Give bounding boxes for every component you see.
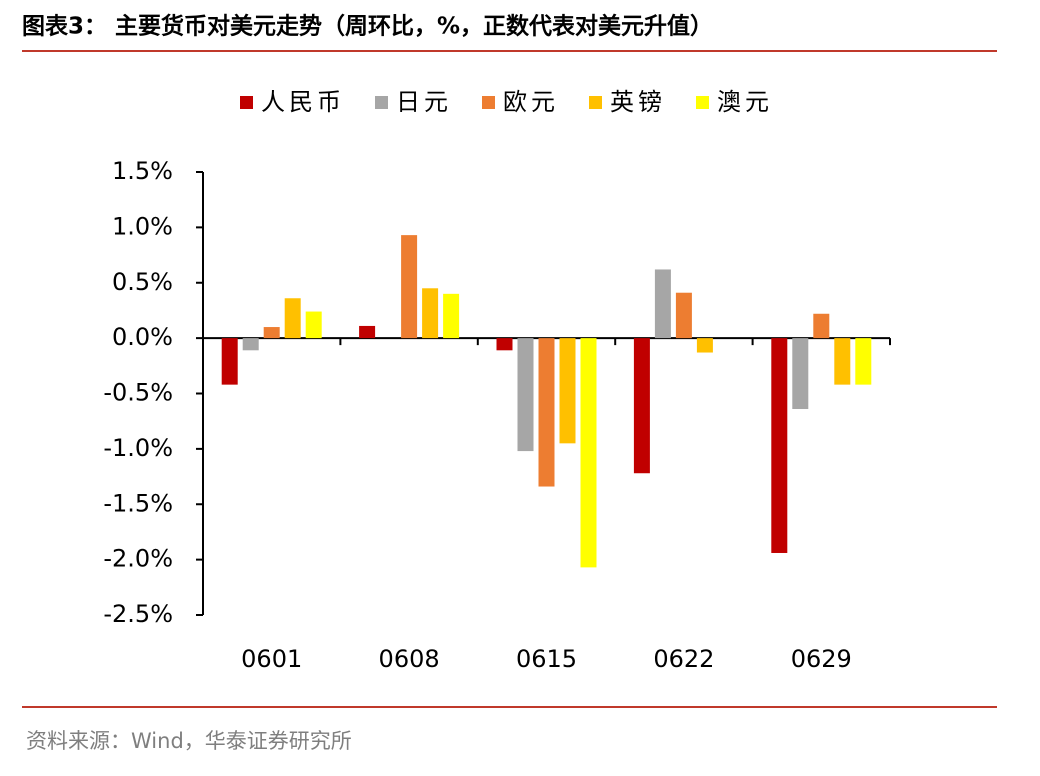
y-tick-label: 1.0% (112, 212, 173, 240)
y-tick-label: -0.5% (103, 379, 173, 407)
y-tick-label: -1.5% (103, 489, 173, 517)
legend-label: 欧元 (503, 88, 559, 116)
x-tick-label: 0629 (791, 645, 852, 673)
legend-swatch (375, 96, 388, 109)
bar (517, 338, 534, 452)
legend: 人民币 日元 欧元 英镑 澳元 (240, 88, 773, 116)
bar (221, 338, 238, 385)
bar (496, 338, 513, 351)
x-tick-label: 0608 (379, 645, 440, 673)
legend-swatch (482, 96, 495, 109)
y-tick-label: 0.0% (112, 323, 173, 351)
legend-label: 英镑 (610, 88, 666, 116)
bar (422, 288, 439, 339)
legend-swatch (696, 96, 709, 109)
y-tick-label: 1.5% (112, 157, 173, 185)
bar (633, 338, 650, 474)
legend-label: 人民币 (261, 88, 345, 116)
x-tick-label: 0622 (653, 645, 714, 673)
y-tick-label: -2.5% (103, 600, 173, 628)
legend-swatch (240, 96, 253, 109)
y-tick-label: -2.0% (103, 545, 173, 573)
bar (263, 327, 280, 339)
bar (696, 338, 713, 353)
chart-title: 图表3： 主要货币对美元走势（周环比，%，正数代表对美元升值） (22, 13, 713, 40)
bar (359, 325, 376, 339)
y-tick-label: 0.5% (112, 268, 173, 296)
bar (834, 338, 851, 385)
bar (771, 338, 788, 553)
bar (813, 313, 830, 339)
x-tick-label: 0615 (516, 645, 577, 673)
bar (675, 292, 692, 339)
x-tick-label: 0601 (241, 645, 302, 673)
bar (792, 338, 809, 410)
legend-label: 澳元 (717, 88, 773, 116)
bar (559, 338, 576, 444)
bar (284, 298, 301, 339)
bar (242, 338, 259, 351)
bar (443, 293, 460, 339)
bar (855, 338, 872, 385)
bar (305, 311, 322, 339)
legend-label: 日元 (396, 88, 452, 116)
bar (654, 269, 671, 339)
legend-swatch (589, 96, 602, 109)
y-tick-label: -1.0% (103, 434, 173, 462)
bar (401, 235, 418, 339)
source-note: 资料来源：Wind，华泰证券研究所 (26, 729, 352, 753)
bar (580, 338, 597, 568)
bar (538, 338, 555, 487)
